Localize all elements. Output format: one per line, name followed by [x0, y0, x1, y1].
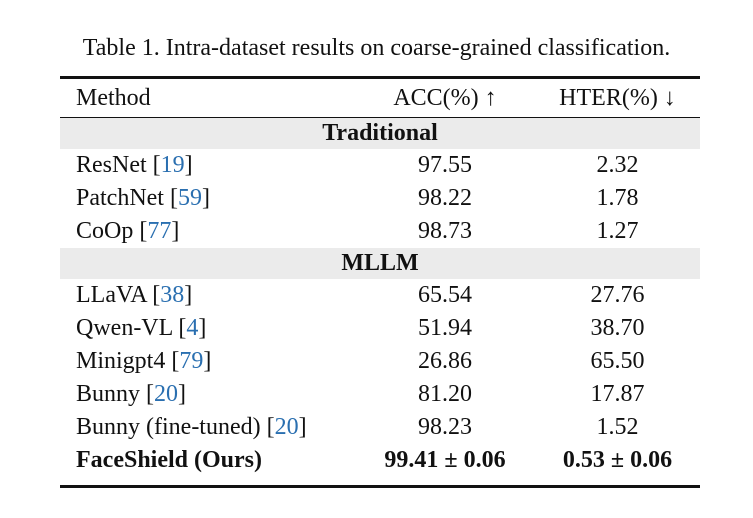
method-name: CoOp: [76, 218, 134, 244]
header-row: Method ACC(%) ↑ HTER(%) ↓: [60, 79, 700, 117]
hter-cell: 17.87: [590, 381, 645, 407]
table-row: ResNet [19] 97.55 2.32: [60, 149, 700, 182]
method-cell: PatchNet [59]: [76, 185, 210, 211]
header-acc: ACC(%) ↑: [393, 84, 497, 111]
acc-cell: 98.73: [418, 218, 472, 244]
acc-cell: 97.55: [418, 152, 472, 178]
acc-cell: 98.22: [418, 185, 472, 211]
table-row-ours: FaceShield (Ours) 99.41 ± 0.06 0.53 ± 0.…: [60, 444, 700, 477]
citation-link[interactable]: 77: [147, 218, 172, 244]
table-row: Bunny [20] 81.20 17.87: [60, 378, 700, 411]
method-cell: Minigpt4 [79]: [76, 348, 212, 374]
table-row: Qwen-VL [4] 51.94 38.70: [60, 312, 700, 345]
table-row: LLaVA [38] 65.54 27.76: [60, 279, 700, 312]
results-table: Method ACC(%) ↑ HTER(%) ↓ Traditional Re…: [60, 76, 700, 488]
header-hter: HTER(%) ↓: [559, 84, 676, 111]
method-cell: FaceShield (Ours): [60, 447, 355, 474]
acc-cell: 81.20: [418, 381, 472, 407]
header-rule: [60, 117, 700, 118]
method-name: ResNet: [76, 152, 147, 178]
hter-cell: 1.78: [596, 185, 639, 211]
method-name: PatchNet: [76, 185, 164, 211]
citation-link[interactable]: 38: [160, 282, 185, 308]
method-name: Bunny (fine-tuned): [76, 414, 261, 440]
method-name: Bunny: [76, 381, 141, 407]
citation-link[interactable]: 20: [274, 414, 299, 440]
citation-link[interactable]: 20: [154, 381, 179, 407]
acc-cell: 51.94: [418, 315, 472, 341]
hter-cell: 1.52: [596, 414, 639, 440]
citation-link[interactable]: 4: [186, 315, 199, 341]
section-header-mllm: MLLM: [60, 248, 700, 279]
acc-cell: 98.23: [418, 414, 472, 440]
bottom-rule: [60, 485, 700, 488]
hter-cell: 0.53 ± 0.06: [562, 447, 673, 473]
acc-cell: 26.86: [418, 348, 472, 374]
table-row: PatchNet [59] 98.22 1.78: [60, 182, 700, 215]
method-name: LLaVA: [76, 282, 147, 308]
hter-cell: 1.27: [596, 218, 639, 244]
table-row: Minigpt4 [79] 26.86 65.50: [60, 345, 700, 378]
hter-cell: 27.76: [590, 282, 645, 308]
method-cell: Bunny [20]: [76, 381, 187, 407]
citation-link[interactable]: 19: [160, 152, 185, 178]
section-header-traditional: Traditional: [60, 118, 700, 149]
table-row: Bunny (fine-tuned) [20] 98.23 1.52: [60, 411, 700, 444]
top-rule: [60, 76, 700, 79]
header-method: Method: [76, 84, 151, 111]
method-cell: CoOp [77]: [76, 218, 180, 244]
hter-cell: 2.32: [596, 152, 639, 178]
acc-cell: 99.41 ± 0.06: [384, 447, 506, 473]
method-name: FaceShield (Ours): [76, 447, 262, 473]
acc-cell: 65.54: [418, 282, 472, 308]
method-cell: ResNet [19]: [76, 152, 193, 178]
hter-cell: 38.70: [590, 315, 645, 341]
method-name: Qwen-VL: [76, 315, 173, 341]
method-name: Minigpt4: [76, 348, 166, 374]
hter-cell: 65.50: [590, 348, 645, 374]
table-row: CoOp [77] 98.73 1.27: [60, 215, 700, 248]
method-cell: LLaVA [38]: [76, 282, 193, 308]
citation-link[interactable]: 59: [177, 185, 202, 211]
citation-link[interactable]: 79: [179, 348, 204, 374]
table-caption: Table 1. Intra-dataset results on coarse…: [82, 35, 671, 61]
method-cell: Qwen-VL [4]: [76, 315, 207, 341]
method-cell: Bunny (fine-tuned) [20]: [76, 414, 307, 440]
